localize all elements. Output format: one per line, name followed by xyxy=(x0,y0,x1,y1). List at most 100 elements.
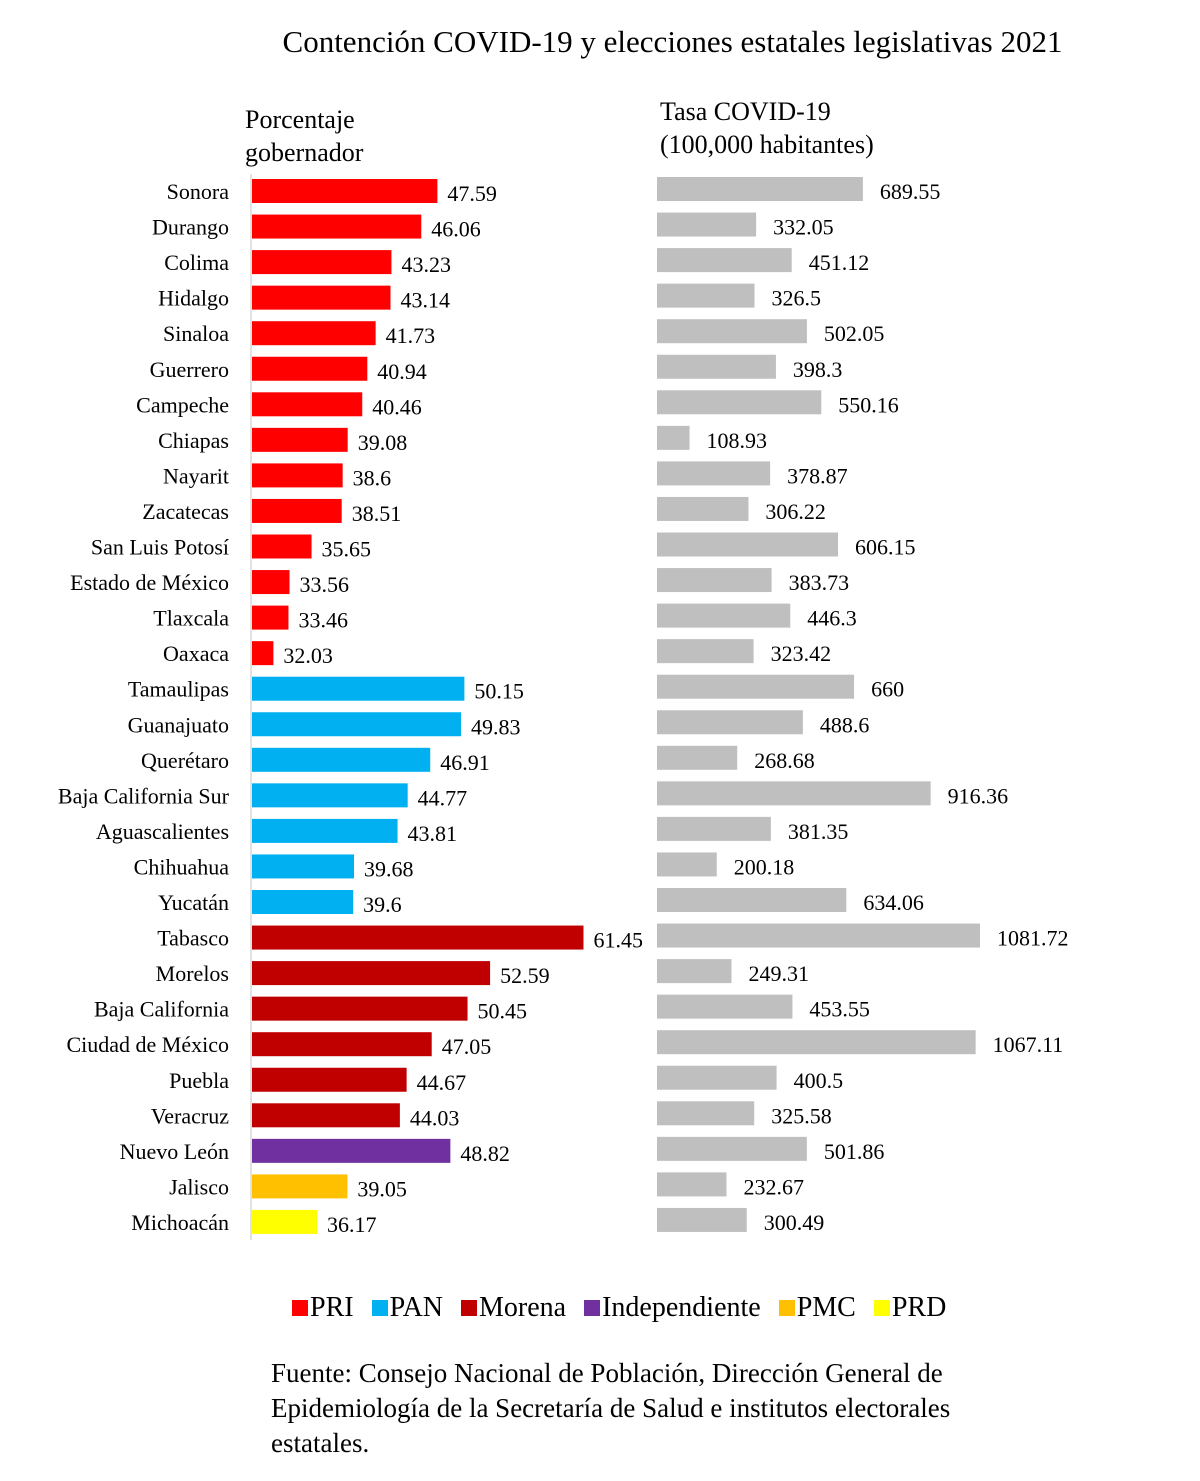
right-value-label: 200.18 xyxy=(734,854,795,879)
right-value-label: 689.55 xyxy=(880,179,941,204)
right-bar xyxy=(657,177,863,201)
category-label: Campeche xyxy=(136,392,229,417)
right-bar xyxy=(657,674,855,699)
left-bar xyxy=(252,285,391,310)
category-label: Querétaro xyxy=(141,748,229,773)
category-label: Michoacán xyxy=(131,1210,229,1235)
legend-label: Independiente xyxy=(602,1292,761,1323)
left-value-label: 39.08 xyxy=(358,430,408,455)
right-bar xyxy=(657,781,931,806)
right-value-label: 398.3 xyxy=(793,357,843,382)
right-value-label: 268.68 xyxy=(754,748,815,773)
left-value-label: 38.6 xyxy=(353,465,392,490)
left-bar xyxy=(252,1067,407,1092)
legend-swatch xyxy=(778,1300,795,1316)
right-bar xyxy=(657,1207,747,1232)
right-value-label: 916.36 xyxy=(948,783,1009,808)
category-label: Tlaxcala xyxy=(153,606,229,631)
left-value-label: 47.59 xyxy=(447,181,497,206)
category-label: Colima xyxy=(164,250,229,275)
left-bar xyxy=(252,392,363,417)
legend-swatch xyxy=(873,1300,890,1316)
right-bar xyxy=(657,710,803,735)
right-value-label: 383.73 xyxy=(789,570,850,595)
category-label: Veracruz xyxy=(151,1103,229,1128)
right-bar xyxy=(657,319,807,344)
left-bar xyxy=(252,1103,400,1128)
legend-item-pan: PAN xyxy=(371,1292,444,1324)
right-bar xyxy=(657,923,981,948)
left-bar xyxy=(252,356,368,381)
right-bar xyxy=(657,283,755,308)
left-value-label: 36.17 xyxy=(327,1212,377,1237)
left-value-label: 43.23 xyxy=(401,252,451,277)
left-value-label: 46.91 xyxy=(440,750,490,775)
right-value-label: 323.42 xyxy=(771,641,832,666)
left-bar xyxy=(252,179,438,203)
category-label: Oaxaca xyxy=(163,641,229,666)
left-bar xyxy=(252,961,491,986)
category-label: Durango xyxy=(152,215,229,240)
right-value-label: 249.31 xyxy=(748,961,809,986)
left-bar xyxy=(252,641,274,666)
right-bar xyxy=(657,603,791,628)
right-value-label: 306.22 xyxy=(765,499,826,524)
left-value-label: 49.83 xyxy=(471,714,520,739)
right-bar xyxy=(657,816,771,841)
right-bar xyxy=(657,888,847,912)
category-label: Puebla xyxy=(169,1068,229,1093)
left-value-label: 40.94 xyxy=(377,359,427,384)
right-value-label: 1067.11 xyxy=(993,1032,1064,1057)
legend-label: PAN xyxy=(389,1292,444,1323)
right-value-label: 378.87 xyxy=(787,463,848,488)
left-bar xyxy=(252,854,355,879)
right-bar xyxy=(657,1065,777,1090)
category-label: Sinaloa xyxy=(163,321,229,346)
right-bar xyxy=(657,745,738,770)
right-bar xyxy=(657,994,793,1019)
left-bar xyxy=(252,712,462,737)
left-bar xyxy=(252,427,348,452)
right-value-label: 634.06 xyxy=(863,890,924,915)
legend-label: PMC xyxy=(796,1292,856,1323)
category-label: Ciudad de México xyxy=(66,1032,229,1057)
left-value-label: 44.03 xyxy=(410,1105,460,1130)
left-value-label: 38.51 xyxy=(352,501,402,526)
category-label: Morelos xyxy=(156,961,229,986)
right-value-label: 1081.72 xyxy=(997,926,1069,951)
right-value-label: 488.6 xyxy=(820,712,870,737)
left-value-label: 41.73 xyxy=(386,323,436,348)
left-value-label: 50.45 xyxy=(478,999,527,1024)
category-label: Guerrero xyxy=(150,357,229,382)
right-bar xyxy=(657,1030,976,1055)
category-label: Nayarit xyxy=(163,463,229,488)
category-label: Jalisco xyxy=(169,1174,229,1199)
right-value-label: 550.16 xyxy=(838,392,899,417)
left-value-label: 39.05 xyxy=(357,1176,407,1201)
left-bar xyxy=(252,250,392,275)
category-label: Baja California xyxy=(94,997,229,1022)
left-bar xyxy=(252,321,376,346)
right-value-label: 300.49 xyxy=(764,1210,825,1235)
right-value-label: 232.67 xyxy=(743,1174,804,1199)
legend-item-morena: Morena xyxy=(461,1292,566,1324)
left-value-label: 39.6 xyxy=(363,892,402,917)
right-bar xyxy=(657,532,838,557)
left-bar xyxy=(252,214,422,239)
right-value-label: 400.5 xyxy=(794,1068,844,1093)
source-note: Fuente: Consejo Nacional de Población, D… xyxy=(271,1356,1051,1461)
category-label: Chiapas xyxy=(158,428,229,453)
left-value-label: 40.46 xyxy=(372,394,422,419)
right-value-label: 108.93 xyxy=(707,428,768,453)
left-value-label: 33.46 xyxy=(298,608,348,633)
right-bar xyxy=(657,1172,727,1197)
right-bar xyxy=(657,212,757,237)
right-value-label: 606.15 xyxy=(855,535,916,560)
category-label: Yucatán xyxy=(158,890,229,915)
right-value-label: 446.3 xyxy=(807,606,857,631)
left-value-label: 43.14 xyxy=(400,288,450,313)
right-bar xyxy=(657,248,792,273)
left-value-label: 61.45 xyxy=(593,928,643,953)
source-line: Fuente: Consejo Nacional de Población, D… xyxy=(271,1358,943,1388)
left-value-label: 32.03 xyxy=(283,643,333,668)
